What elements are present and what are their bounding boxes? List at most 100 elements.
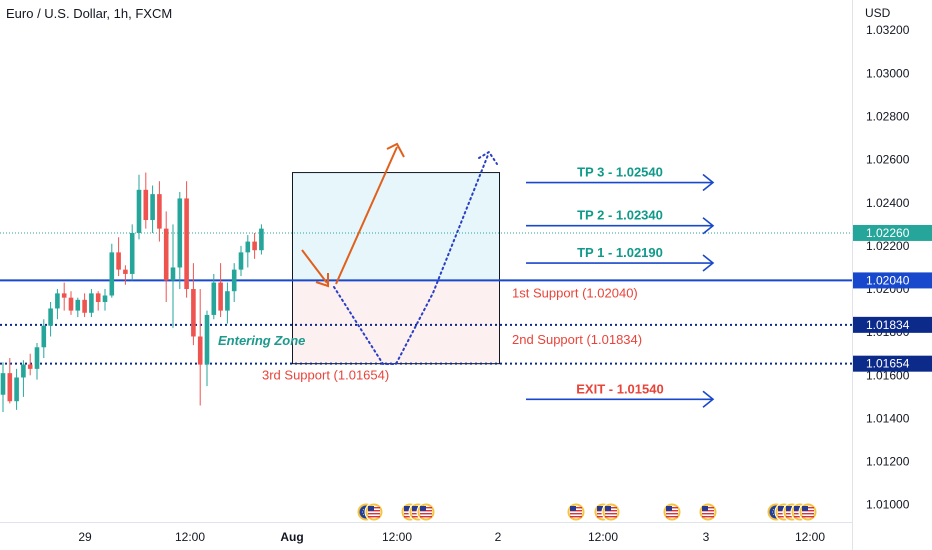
candle-body — [21, 364, 26, 378]
price-tag-text: 1.02040 — [866, 273, 910, 287]
candle-body — [177, 198, 183, 268]
zone-boxes — [292, 172, 500, 365]
us-stripe — [702, 513, 714, 515]
candle-8 — [48, 301, 53, 337]
annotation-labels: 1st Support (1.02040) 2nd Support (1.0183… — [218, 285, 642, 382]
target-1: TP 3 - 1.02540 — [526, 165, 715, 192]
y-tick-9: 1.01600 — [866, 368, 910, 382]
price-tag-2: 1.02040 — [853, 272, 932, 289]
x-tick-3: Aug — [280, 530, 303, 544]
support-lines — [0, 232, 852, 365]
candle-body — [109, 252, 115, 296]
candle-9 — [55, 289, 60, 320]
event-group-1 — [356, 502, 384, 522]
us-canton — [802, 506, 808, 511]
candle-body — [204, 314, 210, 365]
candle-25 — [163, 211, 169, 302]
candle-18 — [116, 237, 121, 277]
candle-body — [0, 373, 6, 395]
candle-body — [231, 269, 237, 292]
us-stripe — [666, 513, 678, 515]
y-tick-12: 1.01000 — [866, 498, 910, 512]
target-arrowhead — [702, 173, 715, 192]
candle-body — [48, 308, 53, 326]
candle-35 — [231, 263, 237, 302]
price-axis: 1.03200 1.03000 1.02800 1.02600 1.02400 1.022… — [852, 0, 932, 550]
candle-36 — [238, 245, 244, 277]
zone-box-2 — [292, 280, 499, 364]
candle-15 — [95, 291, 101, 311]
us-canton — [412, 506, 418, 511]
event-group-2 — [400, 502, 436, 522]
y-tick-1: 1.03200 — [866, 23, 910, 37]
us-canton — [597, 506, 603, 511]
candle-32 — [211, 273, 217, 320]
us-canton — [368, 506, 374, 511]
candle-2 — [7, 358, 13, 404]
projection-arrows — [301, 142, 498, 365]
candle-body — [211, 282, 217, 315]
candle-body — [95, 293, 101, 302]
candle-body — [163, 228, 169, 281]
event-group-4 — [593, 502, 621, 522]
x-tick-5: 2 — [495, 530, 502, 544]
candle-body — [55, 293, 60, 309]
target-2: TP 2 - 1.02340 — [526, 208, 715, 235]
entering-zone-label: Entering Zone — [218, 333, 305, 348]
us-canton — [420, 506, 426, 511]
support-label-2: 2nd Support (1.01834) — [512, 332, 642, 347]
candle-body — [197, 336, 203, 365]
us-stripe — [420, 516, 432, 518]
price-axis-unit: USD — [865, 6, 891, 20]
chart-title: Euro / U.S. Dollar, 1h, FXCM — [6, 6, 173, 21]
target-label: TP 2 - 1.02340 — [577, 208, 663, 223]
price-tag-1: 1.02260 — [853, 224, 932, 241]
orange-arrow-up — [335, 146, 398, 285]
candle-body — [170, 267, 176, 281]
candle-31 — [204, 310, 210, 387]
us-canton — [794, 506, 800, 511]
target-arrows: TP 3 - 1.02540 TP 2 - 1.02340 TP 1 - 1.021… — [526, 165, 715, 408]
y-tick-2: 1.03000 — [866, 66, 910, 80]
y-tick-3: 1.02800 — [866, 109, 910, 123]
candle-11 — [68, 291, 74, 315]
price-tag-3: 1.01834 — [853, 316, 932, 333]
candle-38 — [252, 232, 257, 259]
price-tag-bg — [853, 224, 932, 241]
candle-29 — [191, 263, 196, 346]
us-stripe — [605, 516, 617, 518]
target-label: TP 3 - 1.02540 — [577, 165, 663, 180]
target-label: EXIT - 1.01540 — [576, 381, 663, 396]
target-arrowhead — [702, 254, 715, 272]
x-tick-8: 12:00 — [795, 530, 825, 544]
us-canton — [666, 506, 672, 511]
candle-30 — [197, 289, 203, 406]
candle-body — [157, 194, 162, 229]
price-tag-bg — [853, 355, 932, 372]
candle-33 — [218, 263, 223, 318]
candle-body — [225, 291, 230, 311]
candle-27 — [177, 191, 183, 290]
support-label-1: 1st Support (1.02040) — [512, 285, 638, 300]
candle-23 — [150, 185, 155, 233]
candle-20 — [129, 224, 135, 281]
us-canton — [702, 506, 708, 511]
candle-body — [102, 295, 108, 302]
event-group-5 — [662, 502, 682, 522]
candle-body — [218, 282, 223, 311]
y-tick-11: 1.01200 — [866, 455, 910, 469]
target-label: TP 1 - 1.02190 — [577, 245, 663, 260]
candle-24 — [157, 181, 162, 242]
x-tick-7: 3 — [703, 530, 710, 544]
orange-arrowhead-up — [386, 142, 405, 158]
candle-16 — [102, 289, 108, 311]
candle-5 — [27, 353, 33, 376]
y-tick-6: 1.02200 — [866, 239, 910, 253]
candle-body — [7, 373, 13, 402]
us-stripe — [368, 513, 380, 515]
us-stripe — [420, 513, 432, 515]
price-tag-text: 1.01654 — [866, 357, 910, 371]
us-canton — [404, 506, 410, 511]
